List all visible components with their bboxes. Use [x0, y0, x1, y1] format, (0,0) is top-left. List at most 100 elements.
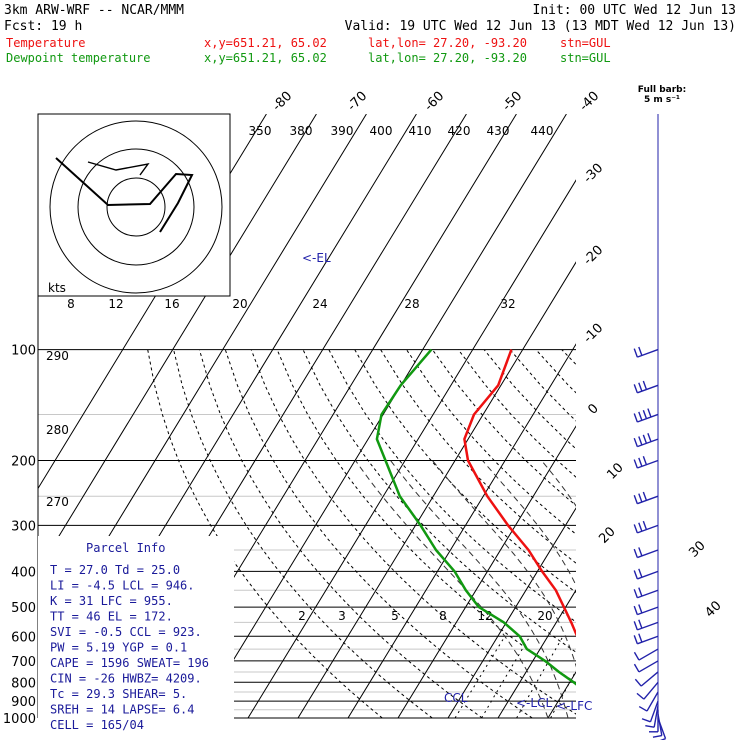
isotherm [447, 507, 576, 718]
hodo-ring [106, 177, 166, 237]
level-marker: <-EL [302, 251, 331, 265]
barb-legend-line1: Full barb: [638, 85, 686, 95]
wind-barb-flag [633, 589, 638, 599]
dry-adiabat [198, 349, 483, 718]
theta-label: 380 [290, 124, 313, 138]
hodo-speed-label: kts [48, 281, 66, 295]
wind-barb [637, 549, 659, 559]
pressure-label: 200 [11, 454, 36, 469]
parcel-info-row: K = 31 LFC = 955. [50, 594, 173, 608]
dry-adiabat [276, 349, 576, 684]
isotherm [397, 425, 576, 718]
wind-barb-flag [633, 495, 638, 504]
wind-barb [637, 606, 659, 616]
wind-barb [637, 589, 659, 599]
theta-label: 390 [331, 124, 354, 138]
wind-barb-flag [633, 635, 638, 645]
isotherm [648, 114, 740, 718]
mixing-ratio-lines [454, 636, 576, 718]
pressure-label: 400 [11, 565, 36, 580]
parcel-info-box: Parcel Info T = 27.0 Td = 25.0 LI = -4.5 … [38, 536, 234, 734]
parcel-info-title: Parcel Info [86, 541, 165, 555]
wind-barb [637, 413, 659, 423]
wind-barb [646, 691, 659, 712]
level-marker: CCL [444, 691, 468, 705]
moist-adiabat-lines [355, 460, 576, 718]
temp-xy: x,y=651.21, 65.02 [204, 36, 327, 50]
parcel-info-row: TT = 46 EL = 172. [50, 610, 173, 624]
isotherm [698, 114, 740, 718]
theta-label: 350 [249, 124, 272, 138]
wind-barb-flag [638, 457, 643, 467]
wind-barb-flag [633, 605, 638, 615]
parcel-info-row: SREH = 14 LAPSE= 6.4 [50, 703, 195, 717]
temp-latlon: lat,lon= 27.20, -93.20 [368, 36, 527, 50]
pressure-label: 800 [11, 676, 36, 691]
wind-barb-flag [633, 384, 638, 394]
isotherm [497, 589, 576, 718]
wind-barb-flag [638, 604, 643, 614]
wind-barb-flag [642, 456, 648, 465]
wind-barbs [633, 114, 667, 740]
mixing-ratio-label: 20 [537, 609, 552, 623]
dry-adiabat [224, 349, 533, 718]
isotherm [598, 114, 740, 718]
wind-barb-flag [633, 548, 638, 558]
wind-barb [640, 671, 659, 687]
parcel-info-row: PW = 5.19 YGP = 0.1 [50, 641, 187, 655]
dry-adiabat [535, 349, 576, 394]
pressure-label: 1000 [3, 712, 36, 727]
dew-station: stn=GUL [560, 51, 611, 65]
legend-temperature: Temperature [6, 36, 85, 50]
wind-barb-flag [633, 524, 638, 534]
isotherm-label: 40 [702, 598, 724, 620]
forecast-hour: Fcst: 19 h [4, 19, 82, 34]
wind-barb-flag [633, 348, 638, 358]
wind-barb-flag [638, 568, 643, 578]
hodo-speed-label: 12 [108, 297, 123, 311]
pressure-label: 700 [11, 655, 36, 670]
wind-barb-flag [652, 734, 662, 738]
mixing-ratio-line [516, 636, 564, 718]
wind-barb [637, 621, 659, 631]
wind-barb [637, 635, 659, 645]
wind-barb [637, 384, 659, 394]
isotherm-label: -20 [581, 243, 607, 269]
mixing-ratio-line [481, 636, 531, 718]
wind-barb [637, 438, 659, 448]
isotherm [38, 114, 317, 572]
parcel-info-row: SVI = -0.5 CCL = 923. [50, 625, 202, 639]
isotherm [297, 261, 576, 718]
moist-adiabat [432, 460, 576, 668]
wind-barb-flag [645, 724, 655, 728]
wind-barb-flag [638, 522, 643, 532]
wind-barb-flag [636, 692, 645, 700]
wind-barb-flag [638, 619, 643, 629]
wind-barb-flag [633, 437, 638, 447]
wind-barb-flag [642, 409, 648, 419]
mixing-ratio-label: 3 [338, 609, 346, 623]
wind-barb-flag [633, 651, 640, 661]
barb-legend-line2: 5 m s⁻¹ [644, 95, 680, 105]
theta-label: 430 [487, 124, 510, 138]
adiabat-label: 280 [46, 423, 69, 437]
temperature-line [463, 349, 576, 637]
isotherm-label: -30 [581, 161, 607, 187]
wind-barb [637, 348, 659, 358]
wind-barb [638, 648, 659, 661]
wind-barb-flag [638, 547, 643, 557]
level-marker: <-LFC [556, 699, 592, 713]
hodo-trace [55, 157, 194, 233]
wind-barb-flag [638, 705, 648, 712]
pressure-label: 500 [11, 601, 36, 616]
isotherm-label: 30 [686, 538, 708, 560]
wind-barb [653, 705, 659, 728]
wind-barb-flag [633, 459, 638, 469]
wind-barb-flag [638, 436, 643, 446]
wind-barb [637, 495, 659, 505]
adiabat-label: 270 [46, 495, 69, 509]
level-markers: <-EL CCL <-LCL <-LFC [302, 251, 592, 713]
wind-barb [638, 660, 659, 673]
theta-label: 400 [370, 124, 393, 138]
